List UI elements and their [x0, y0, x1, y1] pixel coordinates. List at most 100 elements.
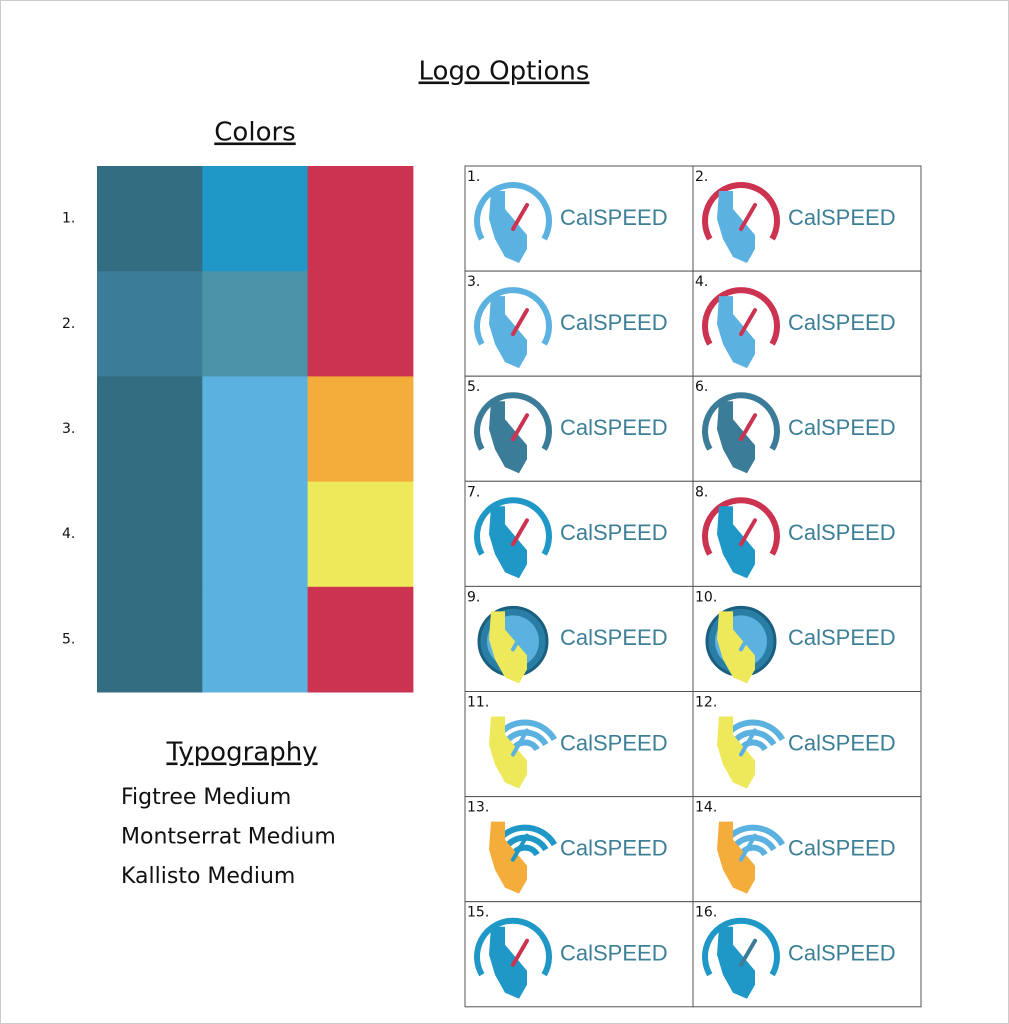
- logo-option: 10. CalSPEED: [692, 585, 922, 693]
- logo-state: [489, 191, 527, 263]
- logo-arc: [474, 917, 552, 977]
- logo-wordmark: CalSPEED: [560, 310, 668, 335]
- logo-state: [489, 821, 527, 894]
- logo-option: 1. CalSPEED: [464, 165, 694, 272]
- color-swatch: [307, 376, 414, 483]
- logo-needle: [511, 728, 529, 757]
- logo-number: 10.: [695, 589, 717, 605]
- logo-needle: [511, 203, 529, 231]
- logo-wordmark: CalSPEED: [560, 520, 668, 545]
- logo-number: 7.: [467, 484, 480, 500]
- logo-wordmark: CalSPEED: [560, 730, 668, 755]
- logo-option: 16. CalSPEED: [692, 901, 922, 1008]
- logo-number: 16.: [695, 905, 717, 921]
- palette-label: 1.: [62, 211, 75, 227]
- logo-arc: [474, 497, 552, 556]
- logo-option: 14. CalSPEED: [692, 796, 922, 903]
- logo-needle: [511, 518, 529, 547]
- logo-arc: [474, 287, 552, 346]
- logo-state: [717, 191, 755, 263]
- logo-state: [489, 401, 527, 474]
- logo-arc: [702, 497, 780, 556]
- logo-option: 15. CalSPEED: [464, 901, 694, 1008]
- color-swatch: [202, 376, 309, 483]
- logo-wordmark: CalSPEED: [788, 835, 896, 860]
- logo-arc: [702, 182, 780, 241]
- palette-label: 3.: [62, 421, 75, 437]
- color-swatch: [97, 271, 203, 377]
- logo-arc: [474, 182, 552, 241]
- logo-option: 11. CalSPEED: [464, 691, 694, 798]
- logo-number: 9.: [467, 589, 480, 605]
- logo-option: 13. CalSPEED: [464, 796, 694, 903]
- logo-state: [717, 296, 755, 369]
- logo-needle: [739, 728, 757, 757]
- logo-state: [489, 716, 527, 789]
- palette-label: 5.: [62, 631, 75, 647]
- logo-number: 3.: [467, 274, 480, 290]
- logo-needle: [511, 308, 529, 337]
- logo-wordmark: CalSPEED: [560, 415, 668, 440]
- logo-number: 6.: [695, 379, 708, 395]
- logo-number: 5.: [467, 379, 480, 395]
- font-name: Kallisto Medium: [121, 864, 295, 889]
- logo-needle: [739, 938, 757, 967]
- logo-arc: [702, 392, 780, 451]
- color-swatch: [307, 166, 414, 272]
- logo-wordmark: CalSPEED: [560, 205, 668, 230]
- logo-needle: [511, 833, 529, 862]
- color-swatch: [97, 376, 203, 483]
- logo-needle: [739, 413, 757, 442]
- color-swatch: [97, 481, 203, 588]
- color-swatch: [307, 271, 414, 377]
- logo-state: [489, 506, 527, 579]
- logo-needle: [739, 203, 757, 231]
- logo-needle: [739, 833, 757, 862]
- logo-option: 5. CalSPEED: [464, 375, 694, 482]
- logo-number: 11.: [467, 695, 489, 711]
- logo-number: 12.: [695, 695, 717, 711]
- color-swatch: [307, 586, 414, 693]
- typography-title: Typography: [165, 738, 317, 768]
- logo-state: [717, 401, 755, 474]
- logo-option: 8. CalSPEED: [692, 480, 922, 587]
- logo-option: 12. CalSPEED: [692, 691, 922, 798]
- logo-needle: [739, 308, 757, 337]
- color-swatch: [97, 166, 203, 272]
- logo-state: [489, 296, 527, 369]
- logo-wordmark: CalSPEED: [788, 205, 896, 230]
- logo-state: [717, 716, 755, 789]
- logo-wordmark: CalSPEED: [788, 625, 896, 650]
- logo-number: 2.: [695, 169, 708, 185]
- logo-option: 3. CalSPEED: [464, 270, 694, 377]
- logo-number: 1.: [467, 169, 480, 185]
- logo-needle: [739, 623, 757, 652]
- color-swatch: [202, 166, 309, 272]
- logo-number: 15.: [467, 905, 489, 921]
- palette-label: 2.: [62, 316, 75, 332]
- page-title: Logo Options: [419, 57, 590, 87]
- logo-wordmark: CalSPEED: [560, 941, 668, 966]
- logo-option: 6. CalSPEED: [692, 375, 922, 482]
- logo-state: [717, 926, 755, 999]
- logo-state: [489, 926, 527, 999]
- logo-wordmark: CalSPEED: [560, 835, 668, 860]
- logo-number: 13.: [467, 800, 489, 816]
- color-swatch: [97, 586, 203, 693]
- logo-wordmark: CalSPEED: [788, 415, 896, 440]
- color-swatch: [307, 481, 414, 588]
- logo-needle: [511, 938, 529, 967]
- logo-option: 2. CalSPEED: [692, 165, 922, 272]
- logo-needle: [511, 623, 529, 652]
- logo-state: [717, 821, 755, 894]
- logo-state: [717, 611, 755, 684]
- color-swatch: [202, 586, 309, 693]
- color-swatch: [202, 271, 309, 377]
- font-name: Montserrat Medium: [121, 825, 336, 850]
- color-swatch: [202, 481, 309, 588]
- logo-needle: [511, 413, 529, 442]
- logo-wordmark: CalSPEED: [788, 730, 896, 755]
- logo-option: 7. CalSPEED: [464, 480, 694, 587]
- logo-wordmark: CalSPEED: [560, 625, 668, 650]
